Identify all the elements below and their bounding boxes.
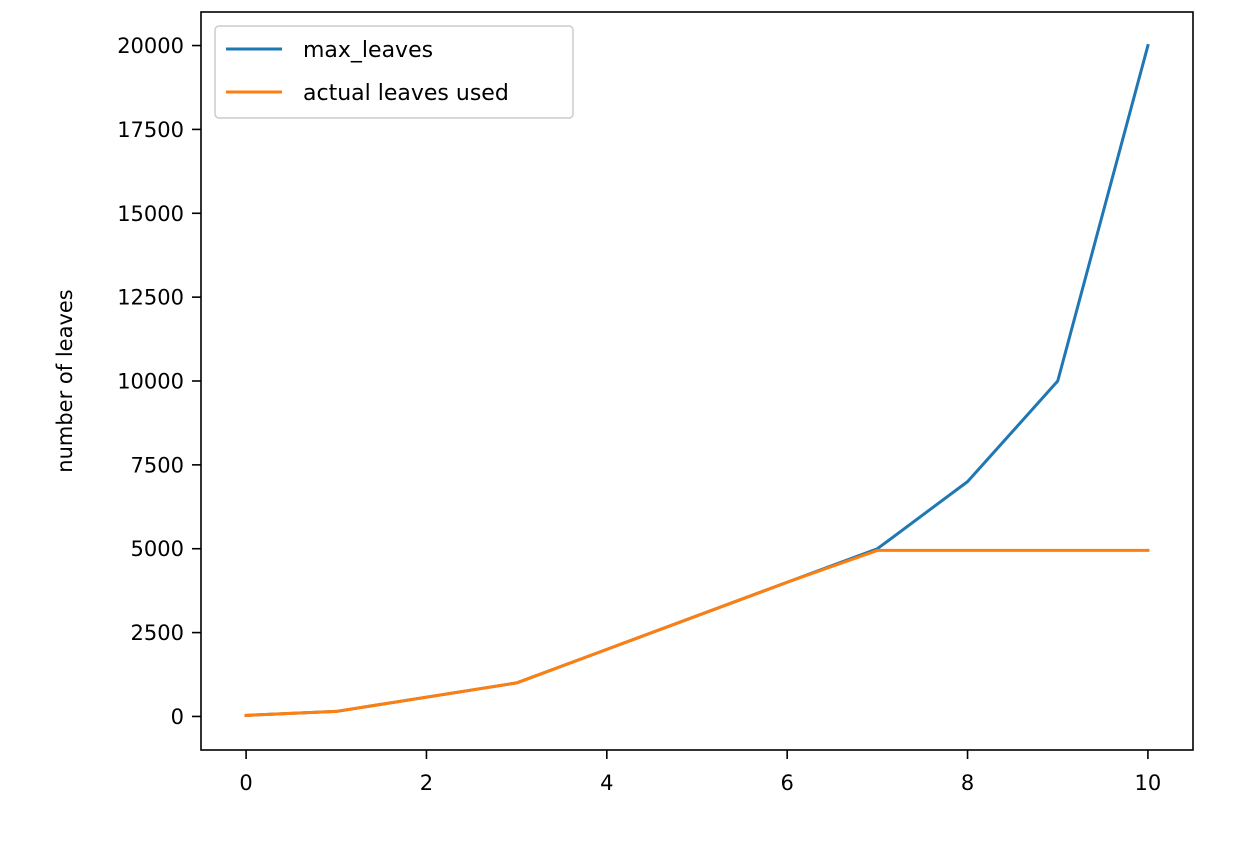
y-tick-label: 0: [171, 705, 184, 729]
y-tick-label: 12500: [117, 286, 184, 310]
y-tick-label: 15000: [117, 202, 184, 226]
x-axis: 0 2 4 6 8 10: [239, 750, 1161, 795]
legend-label-1: actual leaves used: [303, 81, 509, 106]
series-line-1: [244, 548, 1150, 717]
y-tick-label: 7500: [131, 453, 184, 477]
y-tick-label: 20000: [117, 34, 184, 58]
x-tick-label: 10: [1135, 771, 1162, 795]
x-tick-label: 8: [961, 771, 974, 795]
x-tick-label: 4: [600, 771, 613, 795]
series-layer: [244, 43, 1150, 717]
y-tick-label: 17500: [117, 118, 184, 142]
y-tick-label: 2500: [131, 621, 184, 645]
legend-box: [214, 25, 574, 119]
y-axis: 0 2500 5000 7500 10000 12500 15000 17500 20000: [117, 34, 201, 729]
x-tick-label: 0: [239, 771, 252, 795]
y-tick-label: 5000: [131, 537, 184, 561]
y-tick-label: 10000: [117, 370, 184, 394]
plot-background: [201, 12, 1193, 750]
x-tick-label: 6: [780, 771, 793, 795]
x-tick-label: 2: [420, 771, 433, 795]
y-axis-label: number of leaves: [53, 289, 77, 472]
legend-label-0: max_leaves: [303, 38, 433, 63]
